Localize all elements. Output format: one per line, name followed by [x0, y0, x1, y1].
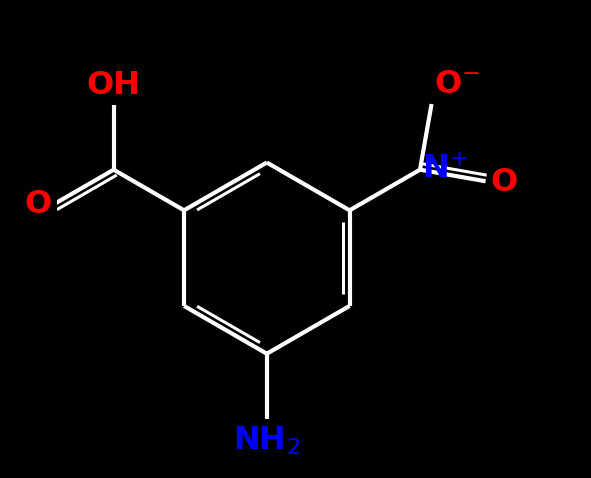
Text: O: O [491, 167, 518, 198]
Text: O$^{-}$: O$^{-}$ [434, 69, 480, 100]
Text: O: O [24, 189, 51, 220]
Text: NH$_2$: NH$_2$ [233, 424, 300, 457]
Text: OH: OH [87, 70, 141, 101]
Text: N$^{+}$: N$^{+}$ [423, 154, 468, 185]
